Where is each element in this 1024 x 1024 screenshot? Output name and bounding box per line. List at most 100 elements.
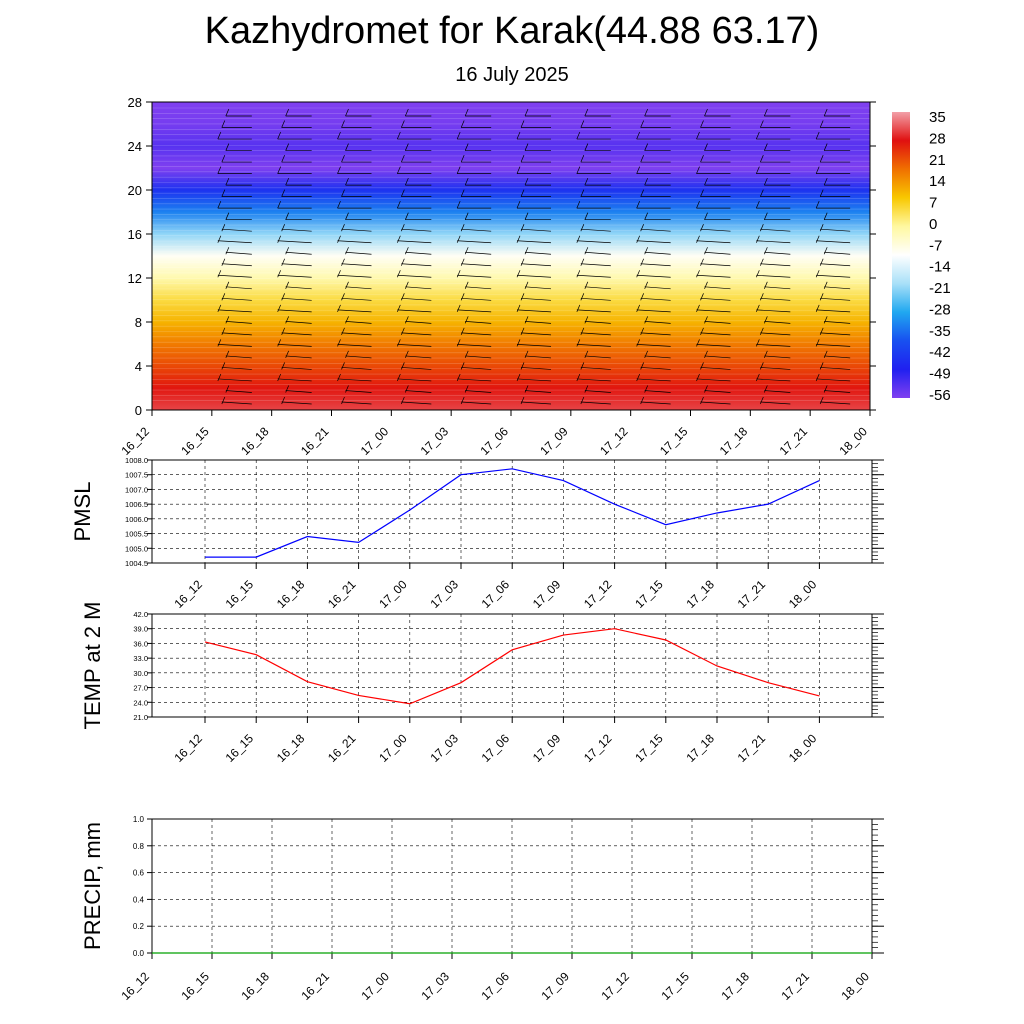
wind-barb-feather [576, 339, 581, 347]
wind-barb-feather [401, 189, 405, 197]
y-tick-label: 30.0 [133, 669, 148, 678]
wind-barb-feather [217, 270, 222, 278]
wind-barb-feather [341, 258, 345, 266]
wind-barb-feather [456, 201, 461, 209]
wind-barb-feather [401, 362, 405, 370]
wind-barb-feather [401, 154, 405, 163]
wind-barb [576, 344, 611, 347]
y-tick-label: 21.0 [133, 713, 148, 722]
wind-barb-feather [464, 143, 469, 151]
x-tick-label: 17_09 [538, 969, 572, 1003]
wind-barb-feather [576, 373, 581, 382]
wind-barb [764, 286, 791, 290]
wind-barb-feather [764, 385, 768, 393]
wind-barb-feather [397, 339, 401, 347]
wind-barb-feather [819, 327, 824, 336]
wind-barb [704, 390, 731, 393]
wind-barb-feather [221, 396, 226, 405]
page-title: Kazhydromet for Karak(44.88 63.17) [204, 10, 820, 52]
wind-barb [465, 251, 492, 255]
colorbar-label: -7 [929, 237, 942, 254]
wind-barb [580, 332, 611, 336]
wind-barb [704, 251, 731, 255]
wind-barb-feather [405, 316, 409, 324]
wind-barb [696, 378, 731, 382]
wind-barb-feather [524, 143, 529, 151]
wind-barb [520, 367, 552, 370]
wind-barb-feather [823, 143, 828, 151]
colorbar: 35 28 21 14 7 0 -7 -14 -21 -28 -35 -42 -49 -56 [892, 109, 951, 404]
wind-barb-feather [636, 166, 640, 174]
wind-barb [760, 228, 791, 232]
x-tick-label: 17_00 [358, 424, 392, 458]
wind-barb-feather [576, 131, 581, 140]
wind-barb [640, 263, 671, 267]
wind-barb-feather [397, 373, 401, 382]
wind-barb-feather [640, 396, 644, 405]
x-tick-label: 16_12 [118, 969, 152, 1003]
wind-barb [700, 401, 731, 405]
wind-barb-feather [580, 189, 585, 197]
wind-barb [824, 286, 851, 290]
wind-barb-feather [640, 293, 644, 301]
x-tick-label: 16_21 [298, 424, 332, 458]
wind-barb [824, 355, 851, 359]
wind-barb-feather [823, 350, 828, 359]
x-tick-label: 17_06 [478, 969, 512, 1003]
wind-barb-feather [221, 189, 226, 197]
wind-barb [281, 228, 312, 232]
wind-barb-feather [704, 281, 708, 289]
wind-barb-feather [815, 166, 820, 174]
wind-barb [644, 321, 671, 324]
wind-barb-feather [217, 339, 222, 347]
wind-barb-feather [516, 373, 521, 382]
wind-barb-feather [345, 385, 349, 393]
wind-barb-feather [341, 154, 345, 163]
wind-barb-feather [524, 247, 529, 255]
wind-barb-feather [815, 339, 820, 347]
wind-barb [461, 332, 492, 336]
wind-barb [584, 321, 611, 324]
wind-barb-feather [464, 281, 469, 289]
wind-barb-feather [636, 339, 640, 347]
wind-barb [644, 251, 671, 255]
wind-barb [760, 332, 791, 336]
wind-barb [696, 344, 731, 347]
wind-barb-feather [401, 293, 405, 301]
wind-barb-feather [819, 189, 824, 197]
wind-barb-feather [281, 362, 285, 370]
wind-barb [576, 309, 611, 313]
wind-barb-feather [700, 224, 704, 232]
wind-barb-feather [696, 373, 700, 382]
wind-barb-feather [640, 362, 644, 370]
wind-barb-feather [345, 247, 349, 255]
y-tick-label: 1.0 [133, 815, 145, 824]
wind-barb [401, 367, 432, 370]
wind-barb-feather [764, 108, 768, 117]
wind-barb-feather [281, 293, 285, 301]
wind-barb-feather [277, 201, 281, 209]
wind-barb [337, 309, 372, 313]
wind-barb [457, 274, 492, 278]
wind-barb-feather [337, 235, 341, 243]
wind-barb [221, 297, 252, 301]
wind-barb-feather [520, 327, 525, 336]
wind-barb [584, 390, 611, 393]
wind-barb-feather [397, 201, 401, 209]
wind-barb-feather [815, 304, 820, 312]
wind-barb-feather [756, 373, 760, 382]
wind-barb [636, 378, 671, 382]
wind-barb-feather [397, 131, 401, 140]
wind-barb-feather [520, 293, 525, 301]
wind-barb [516, 344, 552, 347]
wind-barb-feather [460, 224, 465, 232]
wind-barb [524, 286, 552, 290]
wind-barb-feather [520, 154, 525, 163]
wind-barb-feather [524, 108, 529, 117]
wind-barb [700, 332, 731, 336]
x-tick-label: 18_00 [786, 577, 820, 611]
wind-barb-feather [337, 304, 341, 312]
page-subtitle: 16 July 2025 [455, 64, 569, 86]
x-tick-label: 17_00 [358, 969, 392, 1003]
wind-barb [820, 367, 851, 370]
